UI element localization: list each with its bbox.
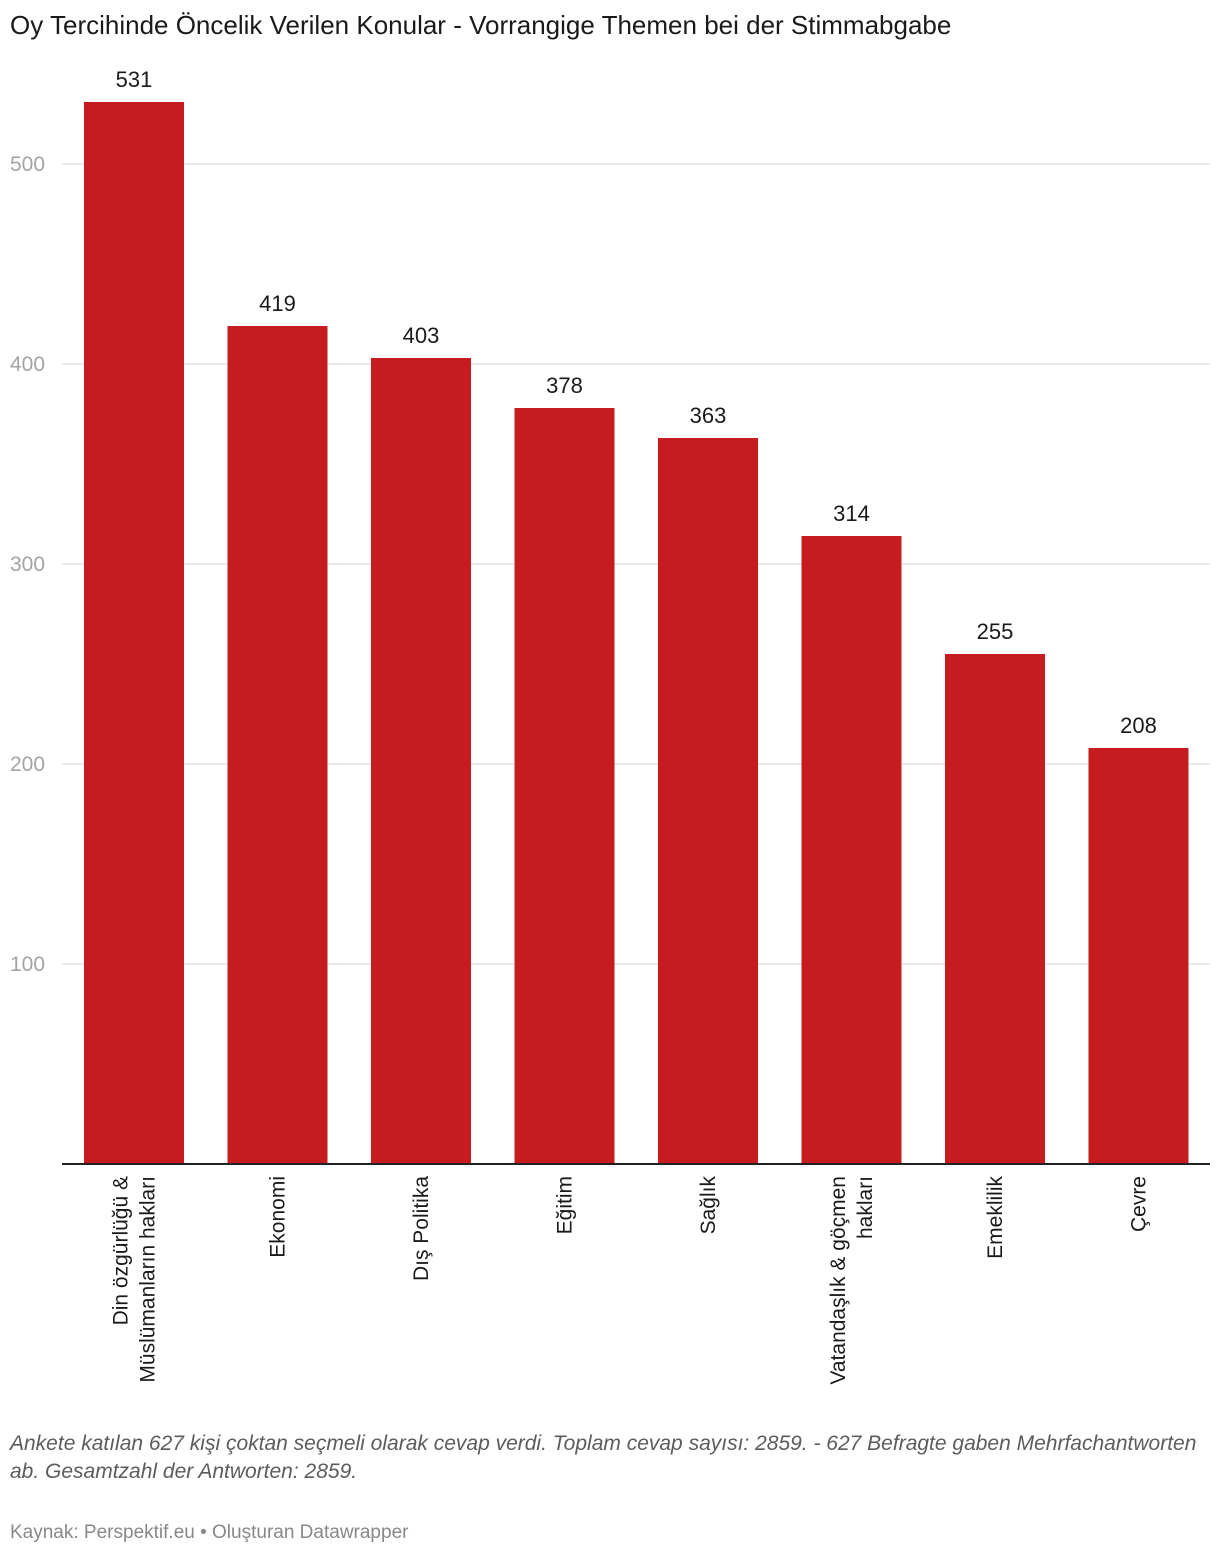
y-tick-label: 300 <box>10 553 45 576</box>
category-label: Eğitim <box>554 1176 577 1234</box>
value-label: 208 <box>1120 713 1157 738</box>
y-tick-label: 100 <box>10 953 45 976</box>
value-label: 531 <box>116 67 153 92</box>
bar <box>371 358 471 1164</box>
bar <box>1088 748 1189 1164</box>
category-label: Sağlık <box>697 1176 720 1235</box>
category-label: Din özgürlüğü & Müslümanların hakları <box>110 1176 160 1383</box>
value-labels: 531 419 403 378 363 314 255 208 <box>116 67 1157 738</box>
bar <box>945 654 1045 1164</box>
category-label: Emeklilik <box>984 1176 1007 1259</box>
value-label: 363 <box>690 403 727 428</box>
value-label: 419 <box>259 291 296 316</box>
value-label: 378 <box>546 373 583 398</box>
category-label: Ekonomi <box>267 1176 290 1258</box>
bar <box>514 408 615 1164</box>
bar <box>658 438 758 1164</box>
y-tick-label: 200 <box>10 753 45 776</box>
bar <box>801 536 902 1164</box>
y-tick-label: 400 <box>10 353 45 376</box>
category-label: Vatandaşlık & göçmen hakları <box>827 1176 877 1385</box>
y-tick-label: 500 <box>10 153 45 176</box>
value-label: 314 <box>833 501 870 526</box>
chart-title: Oy Tercihinde Öncelik Verilen Konular - … <box>10 10 952 40</box>
value-label: 403 <box>403 323 440 348</box>
chart-source: Kaynak: Perspektif.eu • Oluşturan Datawr… <box>10 1522 409 1543</box>
value-label: 255 <box>977 619 1014 644</box>
bars <box>84 102 1189 1164</box>
bar-chart: 100 200 300 400 500 531 419 403 378 363 314 255 208… <box>10 67 1210 1385</box>
category-labels: Din özgürlüğü & Müslümanların hakları Ekon… <box>110 1176 1151 1385</box>
chart-notes: Ankete katılan 627 kişi çoktan seçmeli o… <box>10 1432 1197 1483</box>
bar <box>227 326 328 1164</box>
category-label: Dış Politika <box>410 1176 433 1281</box>
category-label: Çevre <box>1128 1176 1151 1232</box>
bar <box>84 102 184 1164</box>
